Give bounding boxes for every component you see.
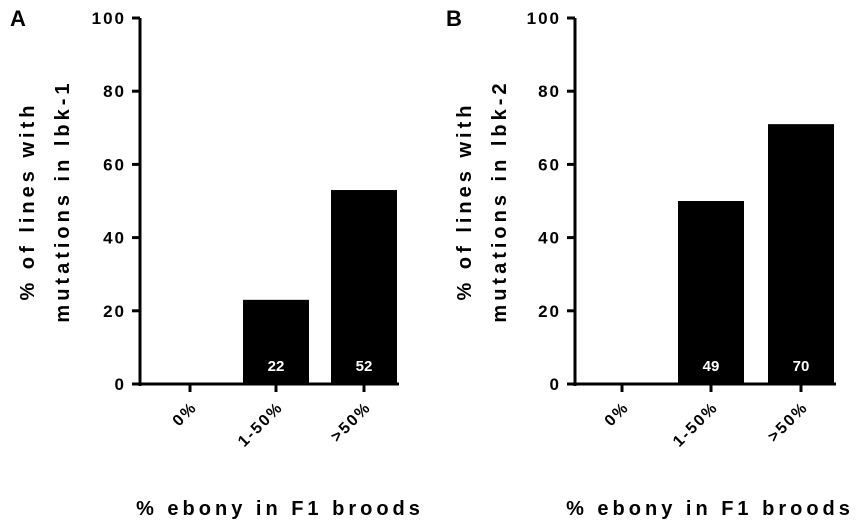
y-tick-label: 0 — [550, 375, 561, 394]
y-tick-label: 40 — [538, 229, 561, 248]
y-tick-label: 100 — [92, 9, 126, 28]
y-tick-label: 0 — [115, 375, 126, 394]
x-tick-label: >50% — [765, 399, 812, 446]
panel-a: A 22 52 0 20 40 60 80 100 0% 1-50% >50% % of lines w… — [10, 6, 424, 520]
y-tick-label: 20 — [103, 302, 126, 321]
bar-3 — [331, 190, 397, 384]
x-axis-label: % ebony in F1 broods — [566, 498, 854, 520]
y-axis-label: % of lines with — [17, 102, 39, 301]
bar-value-label: 70 — [793, 358, 810, 375]
bar-3 — [768, 124, 834, 384]
x-tick-label: 0% — [602, 399, 633, 430]
y-axis-label: % of lines with — [454, 102, 476, 301]
bar-value-label: 52 — [356, 358, 373, 375]
x-axis-label: % ebony in F1 broods — [136, 498, 424, 520]
y-tick-label: 60 — [103, 155, 126, 174]
y-axis-label: mutations in lbk-1 — [52, 79, 74, 322]
x-tick-label: 1-50% — [670, 399, 722, 451]
y-tick-label: 80 — [103, 82, 126, 101]
y-tick-label: 60 — [538, 155, 561, 174]
panel-b: B 49 70 0 20 40 60 80 100 0% 1-50% >50% % of lines w… — [446, 6, 854, 520]
panel-letter: B — [446, 6, 462, 31]
x-tick-label: 0% — [170, 399, 201, 430]
y-tick-label: 20 — [538, 302, 561, 321]
x-tick-label: 1-50% — [235, 399, 287, 451]
bar-2 — [243, 299, 309, 384]
panel-letter: A — [10, 6, 26, 31]
y-tick-label: 80 — [538, 82, 561, 101]
x-tick-label: >50% — [328, 399, 375, 446]
bar-value-label: 49 — [703, 358, 720, 375]
y-tick-label: 100 — [527, 9, 561, 28]
y-tick-label: 40 — [103, 229, 126, 248]
bar-value-label: 22 — [268, 358, 285, 375]
y-axis-label: mutations in lbk-2 — [489, 79, 511, 322]
bar-2 — [678, 201, 744, 384]
